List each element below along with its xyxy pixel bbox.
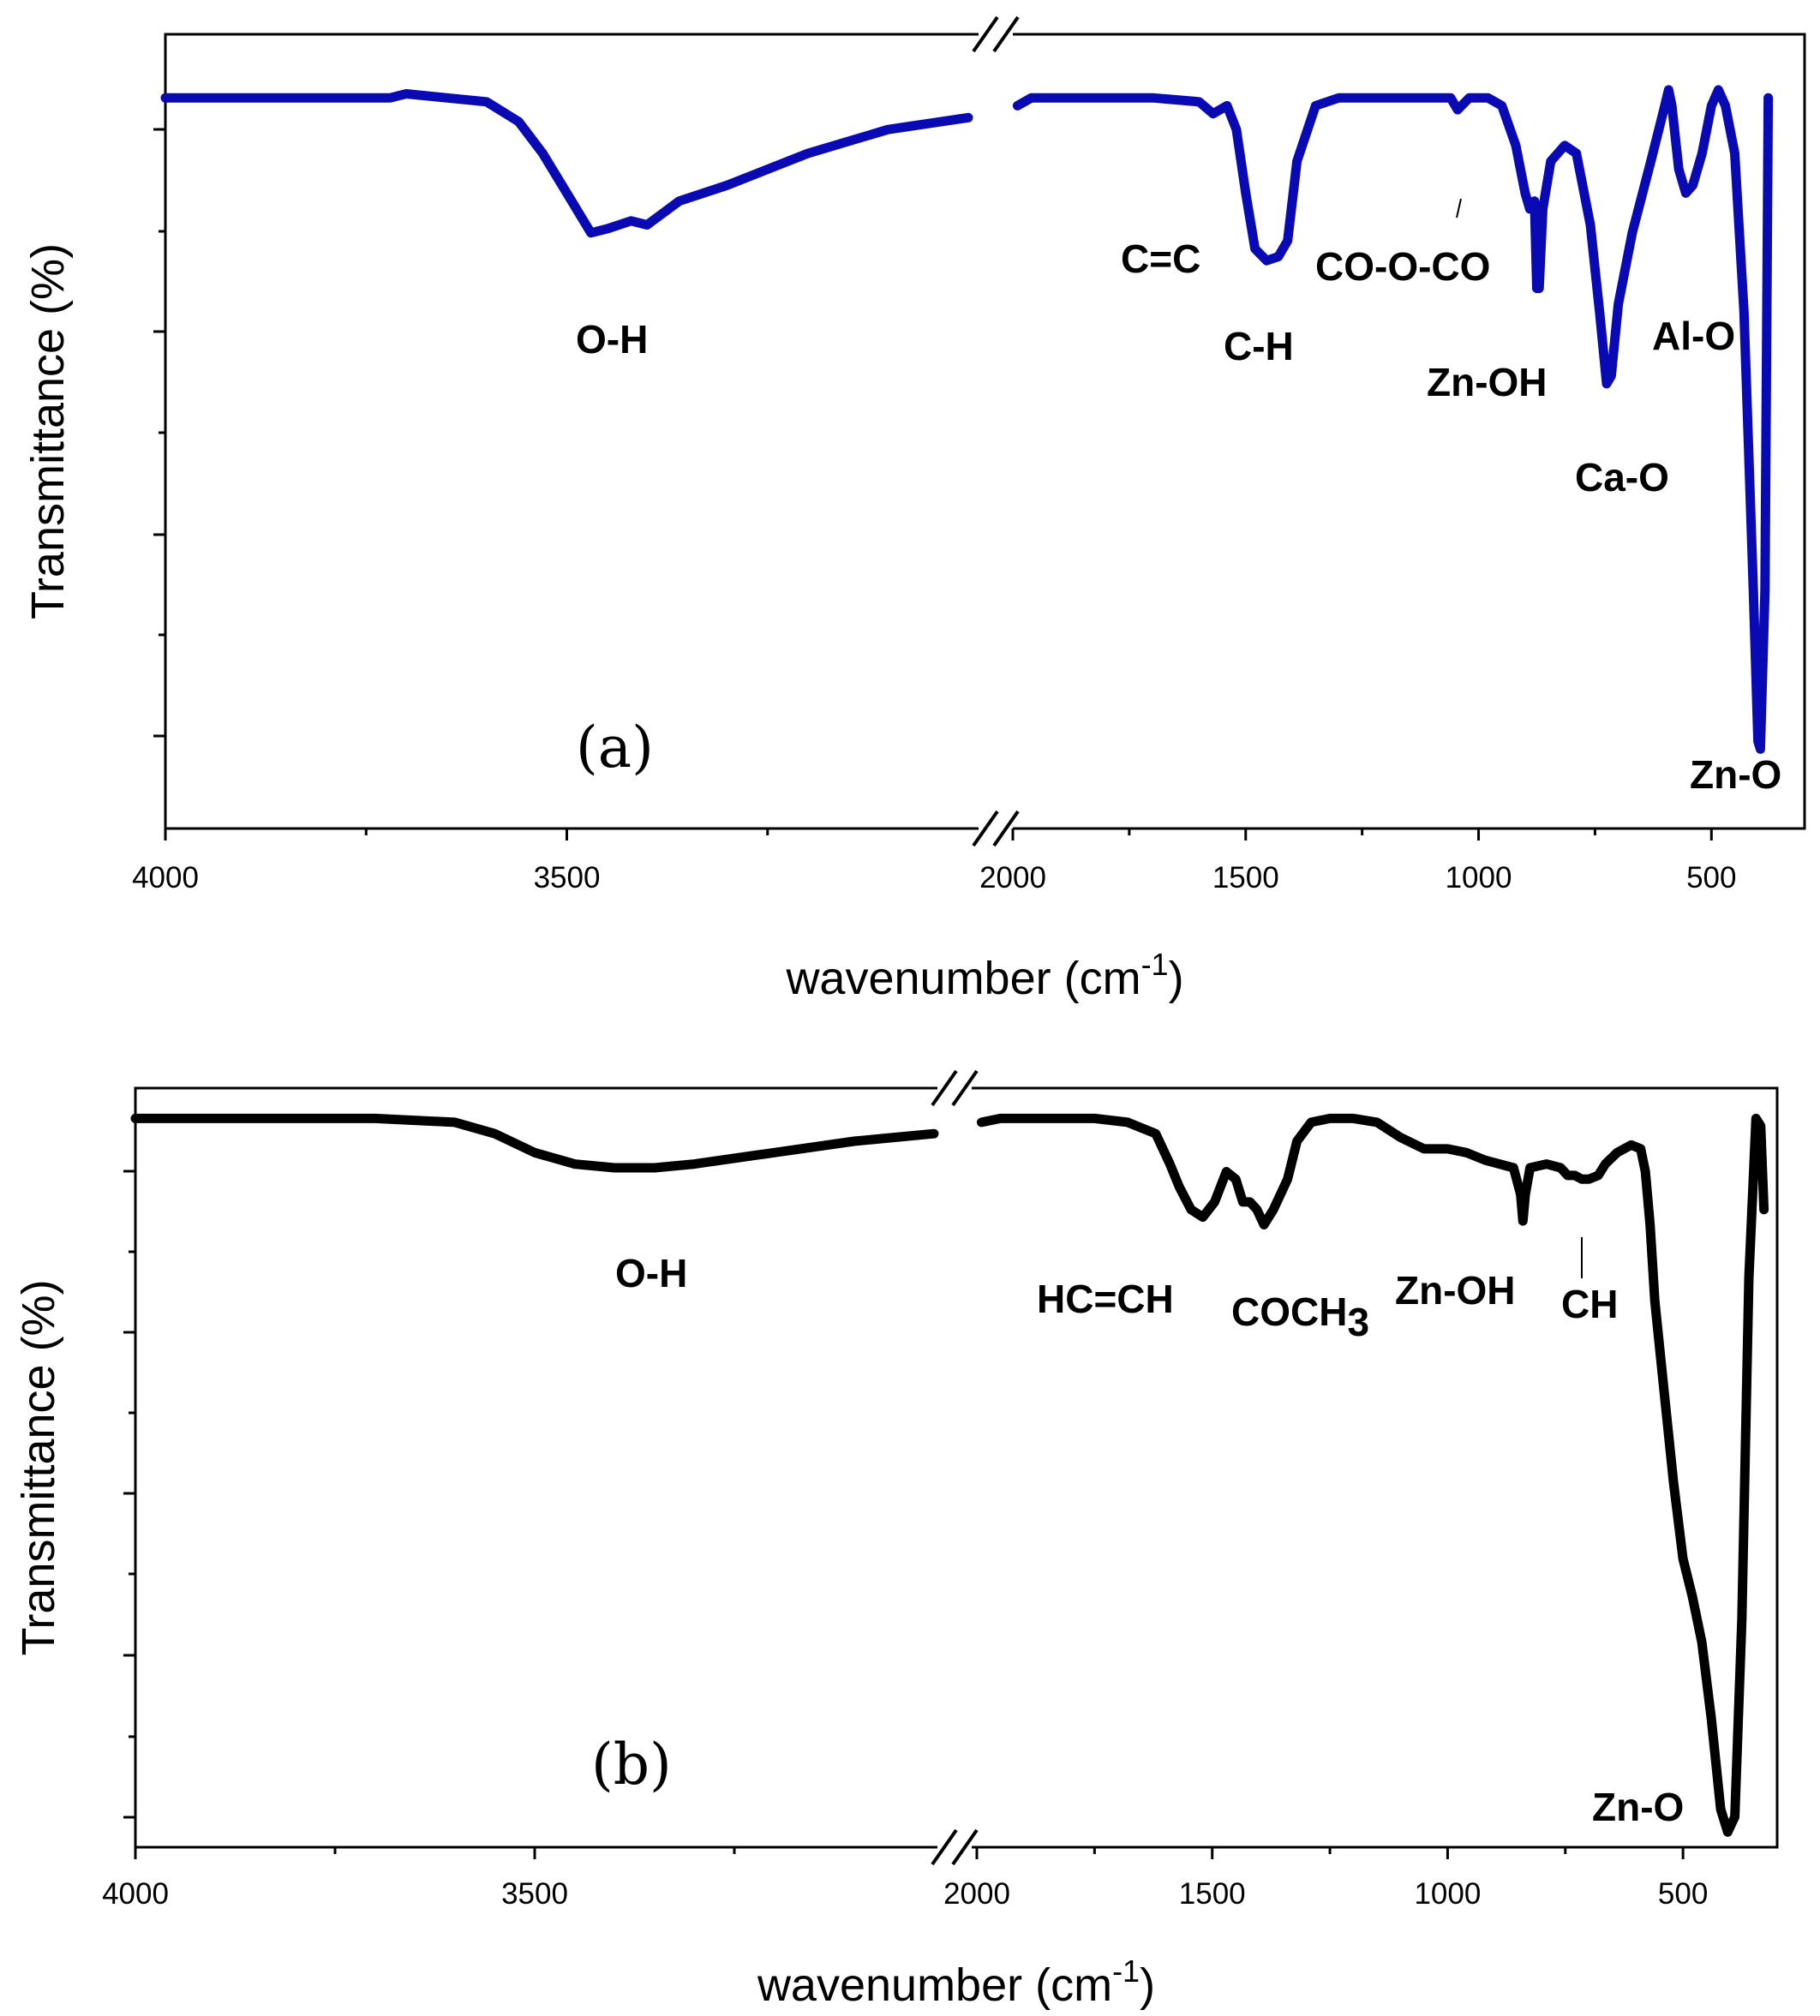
x-tick-label: 4000 [132,861,199,894]
axis-break-slash [972,810,999,847]
x-tick-label: 1000 [1446,861,1512,894]
peak-annotation: Zn-OH [1427,360,1548,404]
x-tick-label: 1000 [1414,1877,1481,1911]
y-axis-label: Transmittance (%) [13,1279,64,1655]
chart-panel-b: 4000 3500 2000 1500 1000 500 Transmittance (%)… [13,1069,1779,2011]
x-tick-label: 500 [1686,861,1736,894]
panel-label: (b) [591,1732,672,1798]
x-tick-label: 2000 [979,861,1046,894]
x-axis-label-superscript: -1 [1112,1953,1140,1989]
axis-break-slash [992,810,1020,847]
x-axis-label-base: wavenumber (cm [785,953,1140,1004]
annotation-leader [1456,198,1462,218]
x-tick-label: 3500 [501,1877,568,1911]
x-tick-label: 2000 [943,1877,1010,1911]
peak-annotation: O-H [615,1251,687,1295]
x-tick-label: 4000 [102,1877,169,1911]
x-axis-label: wavenumber (cm-1) [757,1953,1155,2011]
peak-annotation: Zn-O [1592,1785,1684,1829]
series-line-right [1012,85,1774,754]
annotation-subscript: 3 [1347,1300,1369,1344]
annotation-text: COCH [1231,1289,1347,1334]
peak-annotation: C-H [1224,324,1294,368]
peak-annotation: COCH3 [1231,1289,1369,1344]
axis-break-slash [931,1069,958,1107]
series-line-right [977,1113,1769,1837]
peak-annotation: Zn-OH [1395,1268,1516,1313]
x-axis-label-close: ) [1169,953,1184,1004]
peak-annotation: Al-O [1652,314,1735,358]
chart-panel-a: 4000 3500 2000 1500 1000 500 Transmittance (%)… [22,15,1806,1004]
x-axis-label-close: ) [1140,1959,1155,2011]
x-tick-label: 1500 [1179,1877,1246,1911]
axis-break-slash [931,1828,958,1866]
x-axis-label: wavenumber (cm-1) [785,947,1183,1004]
axis-break-slash [972,15,999,53]
axis-break-slash [992,15,1020,53]
x-axis-label-superscript: -1 [1141,947,1169,982]
peak-annotation: O-H [576,317,648,362]
x-axis-label-base: wavenumber (cm [757,1959,1112,2011]
peak-annotation: CO-O-CO [1315,244,1490,289]
peak-annotation: HC=CH [1037,1277,1174,1321]
x-tick-label: 1500 [1212,861,1279,894]
panel-label: (a) [576,715,654,781]
peak-annotation: Zn-O [1690,752,1781,797]
x-tick-label: 3500 [534,861,601,894]
series-line-left [130,1113,939,1173]
axis-break-slash [951,1069,979,1107]
y-axis-label: Transmittance (%) [22,243,74,619]
plot-frame [134,1086,1779,1849]
series-line-left [160,89,973,238]
peak-annotation: Ca-O [1575,455,1669,500]
x-tick-label: 500 [1658,1877,1708,1911]
peak-annotation: C=C [1121,236,1200,281]
axis-break-slash [951,1828,979,1866]
peak-annotation: CH [1561,1282,1618,1326]
